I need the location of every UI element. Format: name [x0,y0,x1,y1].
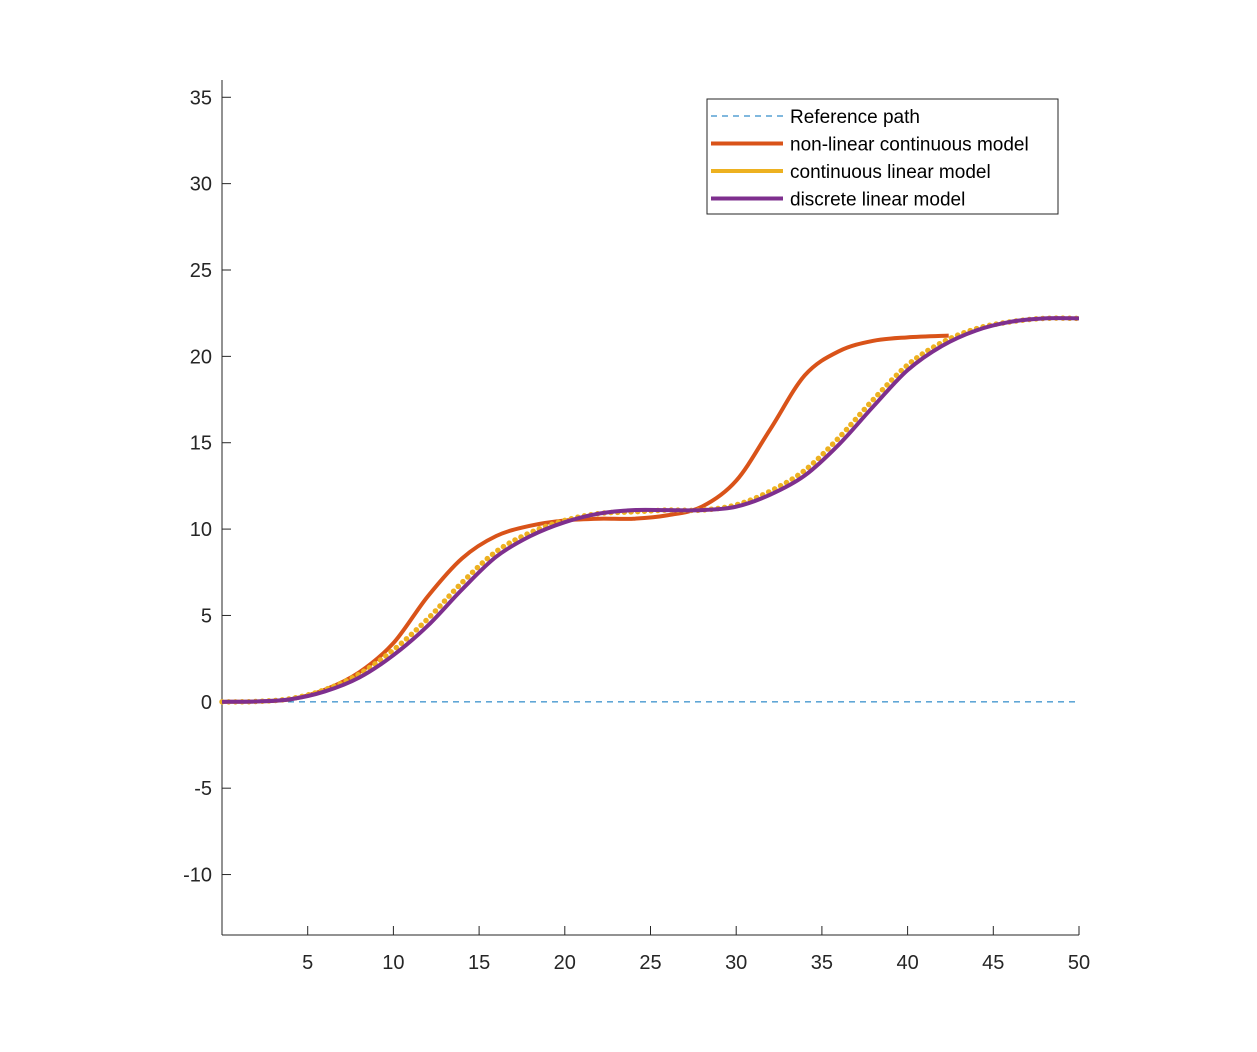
x-tick-label: 40 [896,952,918,974]
x-tick-label: 5 [302,952,313,974]
y-tick-label: 35 [190,87,212,109]
series-line-4 [221,316,1080,704]
legend-label-4: discrete linear model [790,190,965,211]
x-tick-label: 30 [725,952,747,974]
legend-label-3: continuous linear model [790,162,991,183]
legend[interactable]: Reference path non-linear continuous mode… [706,98,1059,215]
y-tick-label: 25 [190,260,212,282]
legend-label-1: Reference path [790,107,920,128]
x-tick-label: 50 [1068,952,1090,974]
x-tick-label: 10 [382,952,404,974]
x-tick-label: 15 [468,952,490,974]
series-line-2 [221,333,949,704]
x-tick-label: 45 [982,952,1004,974]
tick-marks: 5 10 15 20 25 30 35 40 45 50 -10 -5 0 5 10 15 20 25 30 35 [183,87,1090,974]
y-tick-label: -10 [183,865,212,887]
x-tick-label: 35 [811,952,833,974]
y-tick-label: 10 [190,519,212,541]
x-tick-label: 25 [639,952,661,974]
legend-label-2: non-linear continuous model [790,135,1029,156]
y-tick-label: 5 [201,605,212,627]
y-tick-label: 20 [190,346,212,368]
y-tick-label: -5 [194,778,212,800]
series-lines [219,315,1082,705]
y-tick-label: 0 [201,692,212,714]
y-tick-label: 15 [190,433,212,455]
x-tick-label: 20 [554,952,576,974]
y-tick-label: 30 [190,174,212,196]
legend-box [706,98,1059,215]
